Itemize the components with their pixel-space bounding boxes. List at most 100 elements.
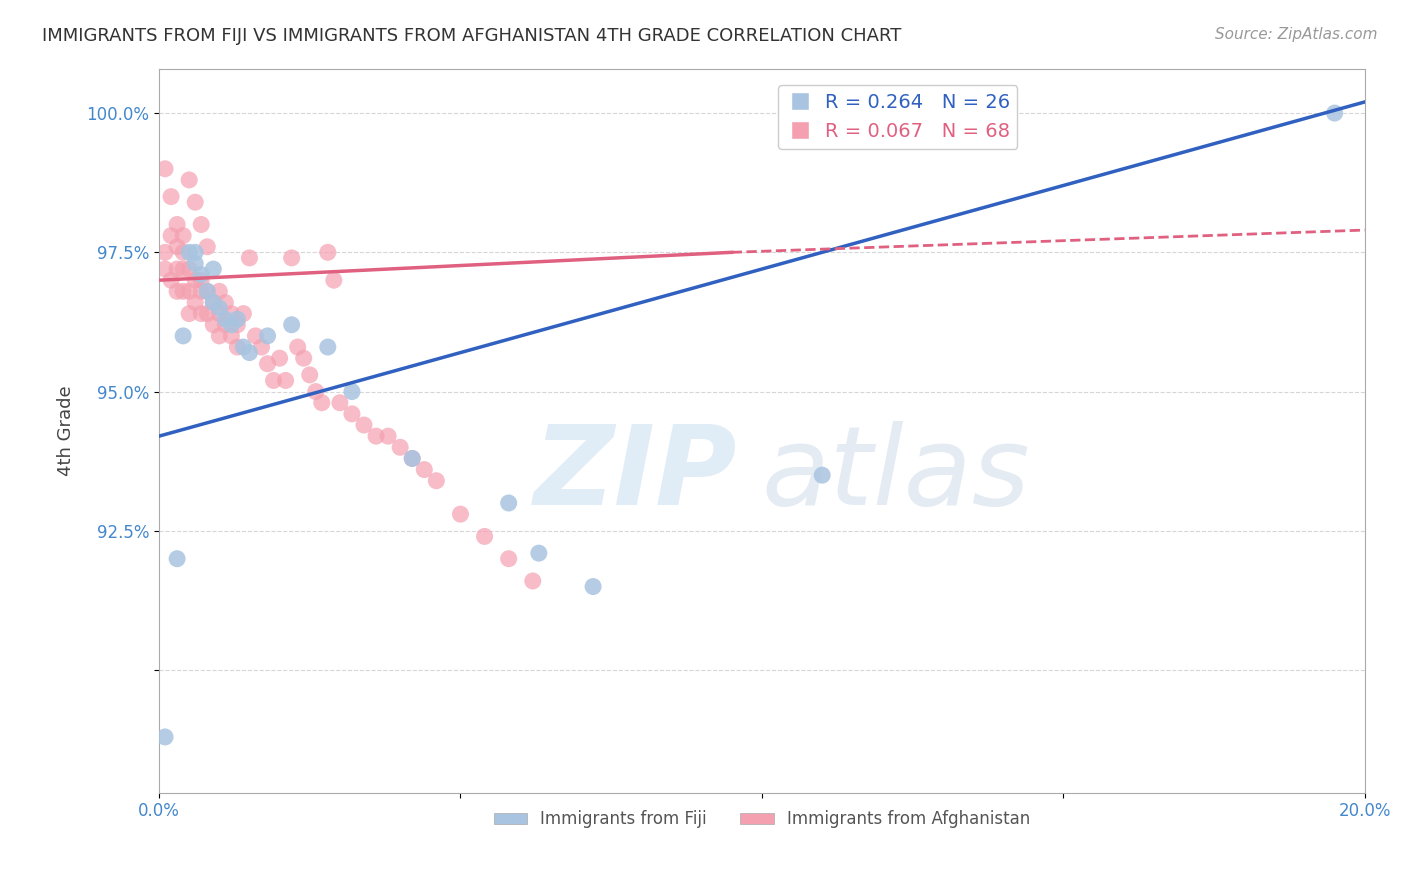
Point xyxy=(179,245,201,260)
Point xyxy=(353,417,375,432)
Point xyxy=(190,307,212,321)
Point xyxy=(522,574,544,588)
Point xyxy=(221,318,243,332)
Point xyxy=(329,395,352,409)
Point xyxy=(184,295,207,310)
Point xyxy=(172,262,194,277)
Point xyxy=(160,228,183,243)
Point xyxy=(195,240,218,254)
Point xyxy=(202,295,225,310)
Point xyxy=(166,262,188,277)
Point xyxy=(172,245,194,260)
Text: atlas: atlas xyxy=(762,420,1031,527)
Point xyxy=(179,285,201,299)
Point xyxy=(238,345,260,359)
Text: Source: ZipAtlas.com: Source: ZipAtlas.com xyxy=(1215,27,1378,42)
Point xyxy=(208,329,231,343)
Point xyxy=(153,730,176,744)
Point xyxy=(208,285,231,299)
Legend: Immigrants from Fiji, Immigrants from Afghanistan: Immigrants from Fiji, Immigrants from Af… xyxy=(486,804,1036,835)
Point xyxy=(232,307,254,321)
Point xyxy=(184,195,207,210)
Point xyxy=(195,285,218,299)
Point xyxy=(340,384,363,399)
Point xyxy=(498,496,520,510)
Point xyxy=(190,273,212,287)
Point xyxy=(184,273,207,287)
Point xyxy=(153,262,176,277)
Point xyxy=(221,307,243,321)
Text: IMMIGRANTS FROM FIJI VS IMMIGRANTS FROM AFGHANISTAN 4TH GRADE CORRELATION CHART: IMMIGRANTS FROM FIJI VS IMMIGRANTS FROM … xyxy=(42,27,901,45)
Point xyxy=(195,307,218,321)
Point xyxy=(214,312,236,326)
Point xyxy=(195,285,218,299)
Point xyxy=(401,451,423,466)
Point xyxy=(316,340,339,354)
Point xyxy=(214,318,236,332)
Point xyxy=(238,251,260,265)
Point xyxy=(449,507,471,521)
Point xyxy=(160,189,183,203)
Point xyxy=(498,551,520,566)
Point xyxy=(250,340,273,354)
Point xyxy=(208,307,231,321)
Point xyxy=(298,368,321,382)
Point xyxy=(305,384,328,399)
Point xyxy=(214,295,236,310)
Point xyxy=(202,295,225,310)
Point xyxy=(166,218,188,232)
Point xyxy=(316,245,339,260)
Point xyxy=(413,462,436,476)
Point xyxy=(166,551,188,566)
Point xyxy=(226,312,249,326)
Point xyxy=(292,351,315,366)
Point xyxy=(274,374,297,388)
Point xyxy=(226,340,249,354)
Point xyxy=(153,161,176,176)
Point xyxy=(582,580,605,594)
Point xyxy=(166,240,188,254)
Point xyxy=(245,329,267,343)
Text: ZIP: ZIP xyxy=(534,420,738,527)
Point xyxy=(202,262,225,277)
Point xyxy=(263,374,285,388)
Point xyxy=(811,468,834,483)
Point xyxy=(172,285,194,299)
Point xyxy=(153,245,176,260)
Point xyxy=(232,340,254,354)
Point xyxy=(179,262,201,277)
Point xyxy=(160,273,183,287)
Point xyxy=(184,245,207,260)
Point xyxy=(221,329,243,343)
Point xyxy=(190,268,212,282)
Point xyxy=(269,351,291,366)
Point xyxy=(364,429,387,443)
Point xyxy=(1323,106,1346,120)
Point xyxy=(340,407,363,421)
Point xyxy=(184,256,207,270)
Point xyxy=(322,273,344,287)
Point xyxy=(190,218,212,232)
Point xyxy=(474,529,496,543)
Point xyxy=(401,451,423,466)
Point xyxy=(208,301,231,315)
Point xyxy=(190,285,212,299)
Point xyxy=(179,307,201,321)
Point xyxy=(166,285,188,299)
Point xyxy=(256,329,278,343)
Point xyxy=(377,429,399,443)
Point xyxy=(202,318,225,332)
Point xyxy=(226,318,249,332)
Point xyxy=(527,546,550,560)
Point xyxy=(311,395,333,409)
Point xyxy=(425,474,447,488)
Point xyxy=(287,340,309,354)
Point xyxy=(172,329,194,343)
Point xyxy=(280,318,302,332)
Point xyxy=(172,228,194,243)
Point xyxy=(280,251,302,265)
Y-axis label: 4th Grade: 4th Grade xyxy=(58,385,75,476)
Point xyxy=(179,173,201,187)
Point xyxy=(389,440,412,454)
Point xyxy=(256,357,278,371)
